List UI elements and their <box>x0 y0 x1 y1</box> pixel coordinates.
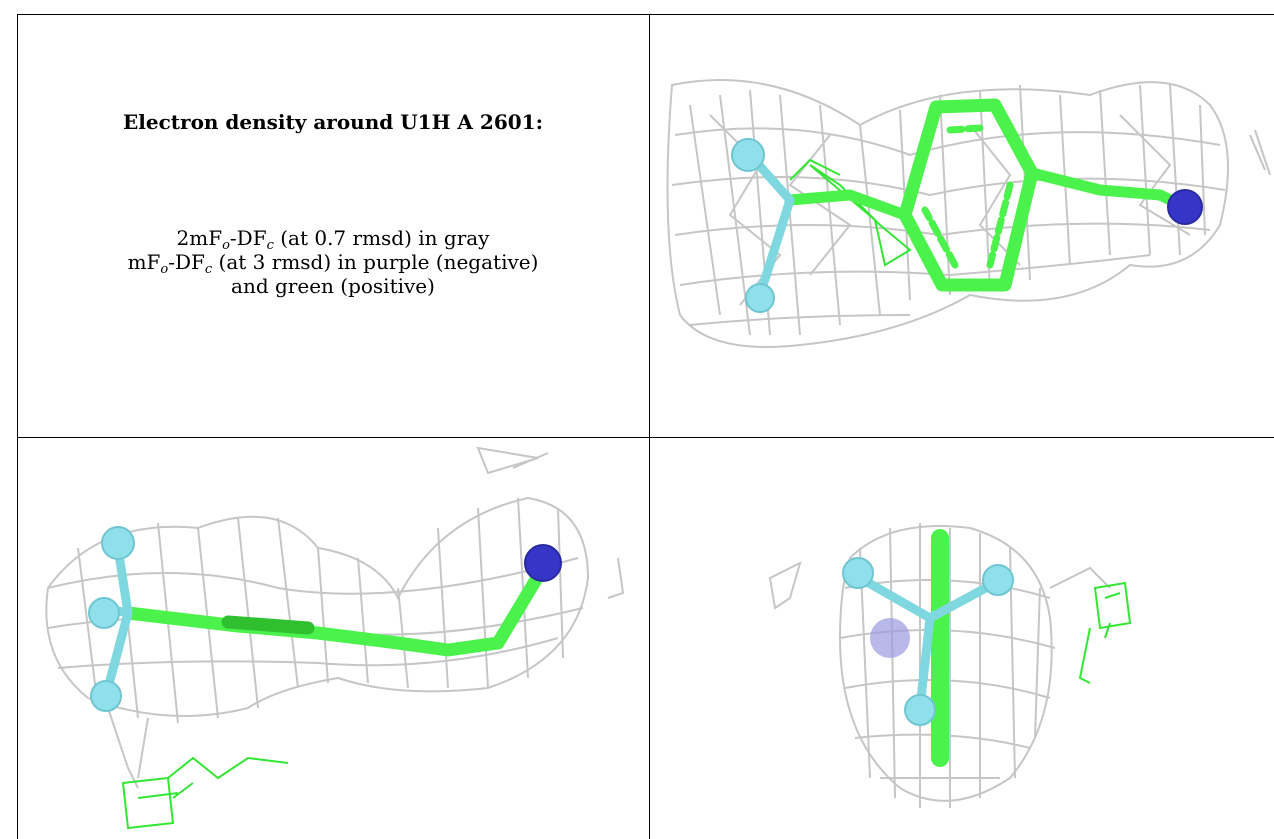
legend-line-mfo: mFo-DFc (at 3 rmsd) in purple (negative) <box>127 250 539 277</box>
nitrogen-atom <box>1167 189 1203 225</box>
fluorine-atom-2 <box>982 564 1014 596</box>
fluorine-atom-3 <box>90 680 122 712</box>
ligand-model <box>855 529 1000 767</box>
fluorine-atom-2 <box>88 597 120 629</box>
table-middle-rule <box>17 437 1274 438</box>
positive-density-green <box>1078 581 1132 684</box>
density-image-ring-face <box>666 79 1271 348</box>
atoms <box>842 557 1014 726</box>
table-top-rule <box>17 14 1274 15</box>
density-panel-bottom-left <box>18 438 649 839</box>
positive-density-green <box>121 756 289 830</box>
positive-density-green <box>789 158 912 267</box>
ring-inner-bonds <box>921 124 1014 269</box>
legend-line-2mfo: 2mFo-DFc (at 0.7 rmsd) in gray <box>176 226 490 253</box>
atoms <box>731 138 1203 313</box>
cf3-bonds <box>855 573 1000 713</box>
table-left-rule <box>17 14 18 839</box>
density-panel-bottom-right <box>650 438 1274 839</box>
ligand-ring-edge <box>221 615 315 635</box>
bond-to-cf3 <box>784 189 911 221</box>
density-image-end-view <box>768 523 1132 808</box>
density-panel-top-right <box>650 15 1274 437</box>
fluorine-atom-2 <box>745 283 775 313</box>
table-center-rule <box>649 14 650 839</box>
nitrogen-atom-behind <box>870 618 910 658</box>
fluorine-atom-1 <box>731 138 765 172</box>
fluorine-atom-1 <box>101 526 135 560</box>
legend-line-green: and green (positive) <box>231 274 435 298</box>
caption-legend: 2mFo-DFc (at 0.7 rmsd) in gray mFo-DFc (… <box>17 226 649 298</box>
caption-title: Electron density around U1H A 2601: <box>123 110 543 134</box>
caption-cell: Electron density around U1H A 2601: 2mFo… <box>17 14 649 437</box>
nitrogen-atom <box>524 544 562 582</box>
ligand-model <box>745 98 1191 300</box>
density-image-side-view <box>45 446 625 830</box>
fluorine-atom-3 <box>904 694 936 726</box>
figure-table: Electron density around U1H A 2601: 2mFo… <box>17 14 1274 839</box>
atoms <box>88 526 562 712</box>
fluorine-atom-1 <box>842 557 874 589</box>
